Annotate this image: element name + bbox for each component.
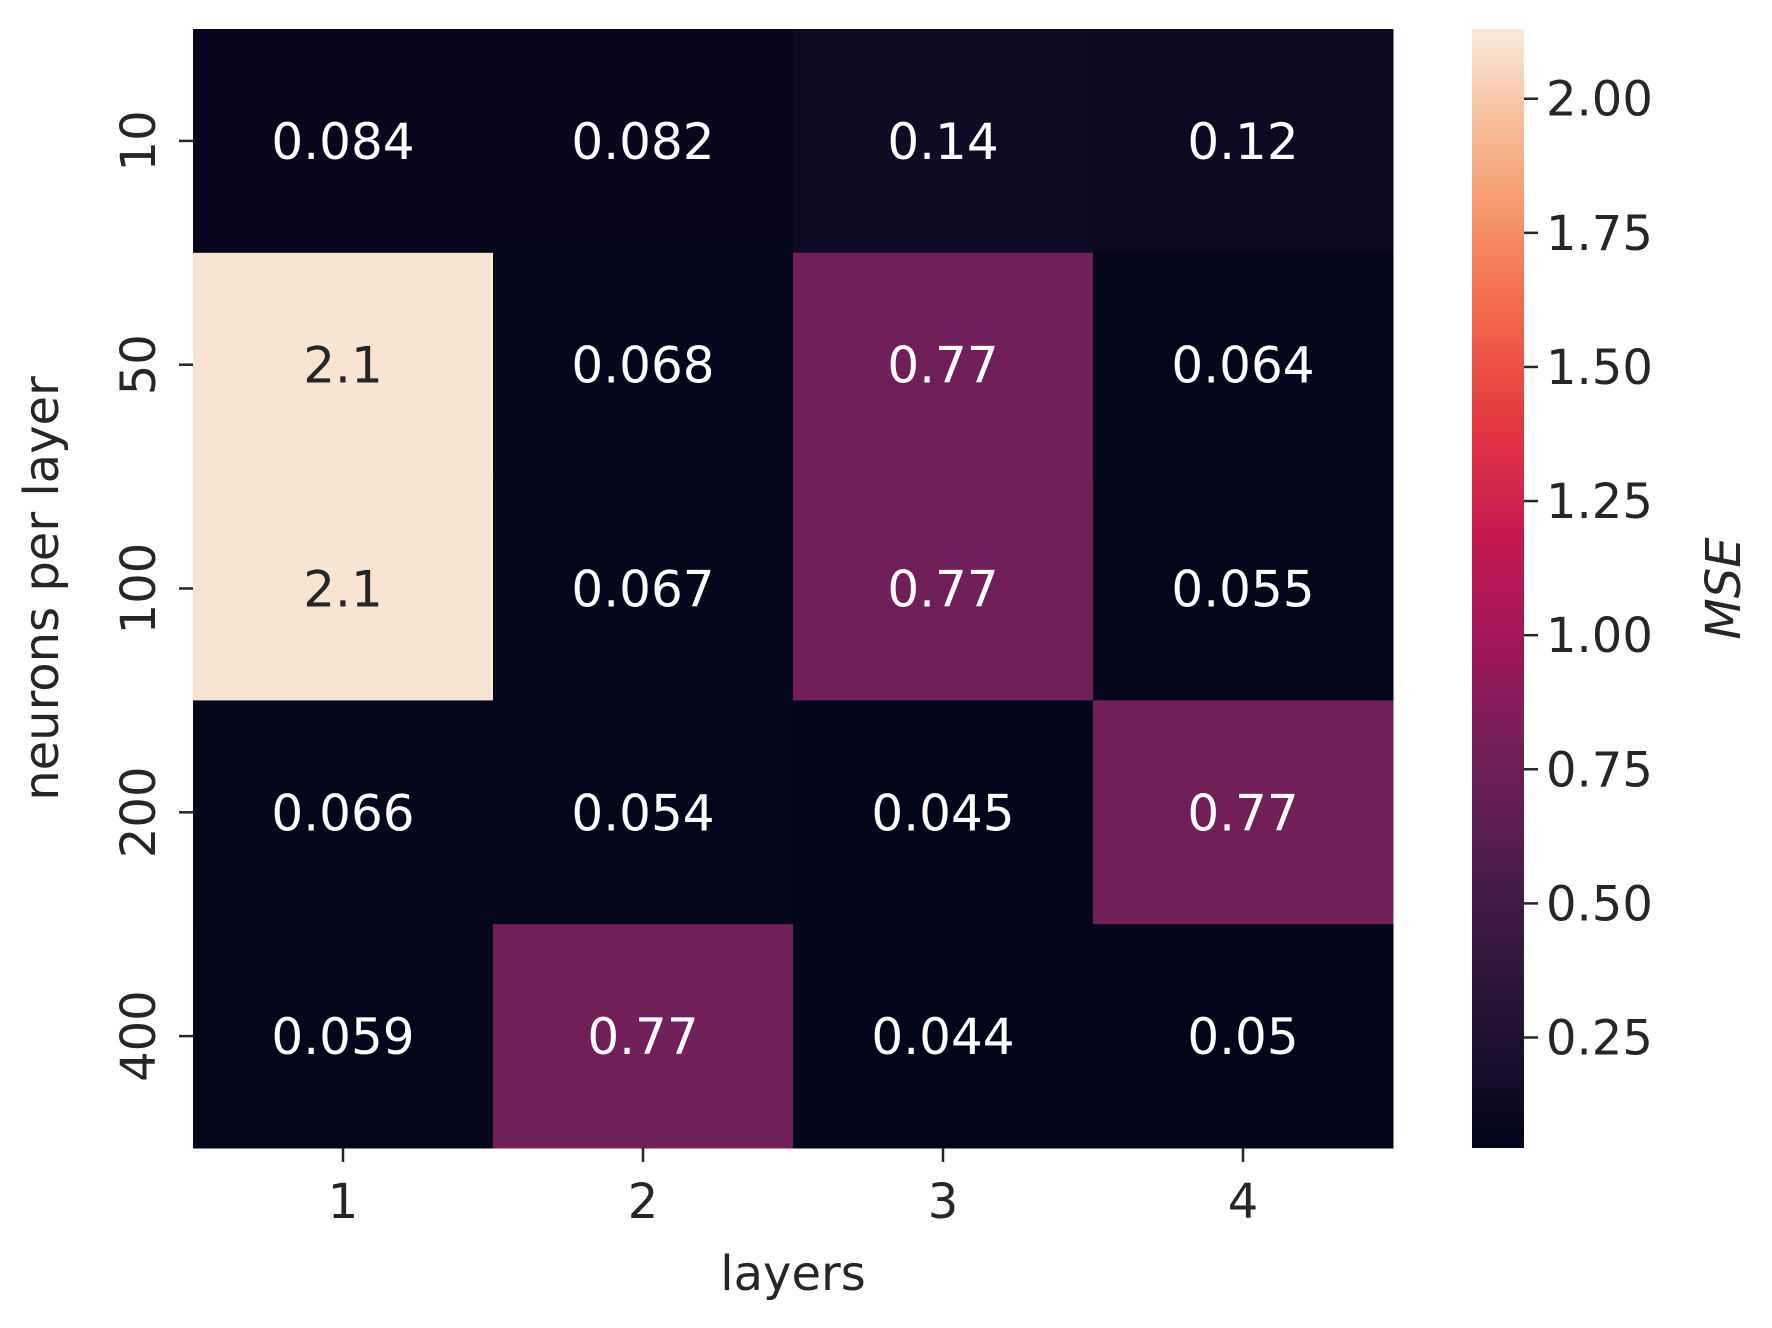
heatmap-cell (1093, 476, 1394, 701)
x-tick-label: 4 (1228, 1174, 1259, 1230)
x-axis-title: layers (720, 1246, 865, 1302)
x-axis: 1 2 3 4 (328, 1148, 1259, 1230)
cell-value-label: 0.084 (271, 113, 414, 171)
cell-value-label: 0.12 (1187, 113, 1298, 171)
heatmap-cell (793, 700, 1094, 925)
heatmap-cell (493, 476, 794, 701)
heatmap-cell (1093, 252, 1394, 478)
cell-value-label: 0.064 (1171, 337, 1314, 395)
colorbar-tick-label: 1.50 (1546, 340, 1653, 396)
heatmap-cell (793, 252, 1094, 478)
y-tick-label: 50 (111, 334, 167, 395)
cell-value-label: 0.066 (271, 784, 414, 842)
colorbar-gradient (1472, 29, 1524, 1148)
cell-value-label: 0.05 (1187, 1008, 1298, 1066)
heatmap-cell (793, 924, 1094, 1149)
y-tick-label: 400 (111, 990, 167, 1082)
heatmap-cell (793, 476, 1094, 701)
cell-value-label: 0.055 (1171, 561, 1314, 619)
cell-value-label: 0.068 (571, 337, 714, 395)
heatmap-cell (193, 924, 494, 1149)
heatmap-cell (793, 29, 1094, 254)
heatmap-cells: 0.084 0.082 0.14 0.12 2.1 0.068 0.77 0.064 2.1 0.… (193, 29, 1394, 1149)
x-tick-label: 1 (328, 1174, 359, 1230)
cell-value-label: 0.082 (571, 113, 714, 171)
cell-value-label: 0.77 (587, 1008, 698, 1066)
cell-value-label: 2.1 (303, 561, 383, 619)
y-tick-label: 10 (111, 110, 167, 171)
colorbar-title: MSE (1696, 537, 1752, 640)
y-tick-label: 200 (111, 766, 167, 858)
colorbar-tick-label: 1.75 (1546, 206, 1653, 262)
colorbar-tick-label: 1.00 (1546, 608, 1653, 664)
colorbar-tick-label: 0.25 (1546, 1010, 1653, 1066)
cell-value-label: 0.77 (887, 337, 998, 395)
cell-value-label: 0.77 (1187, 784, 1298, 842)
colorbar-tick-label: 1.25 (1546, 474, 1653, 530)
cell-value-label: 0.045 (871, 784, 1014, 842)
cell-value-label: 0.059 (271, 1008, 414, 1066)
heatmap-cell (1093, 29, 1394, 254)
y-axis-title: neurons per layer (14, 376, 70, 801)
x-tick-label: 3 (928, 1174, 959, 1230)
heatmap-cell (193, 476, 494, 701)
colorbar-tick-label: 2.00 (1546, 72, 1653, 128)
cell-value-label: 0.067 (571, 561, 714, 619)
y-tick-label: 100 (111, 543, 167, 635)
heatmap-cell (1093, 924, 1394, 1149)
heatmap-cell (493, 29, 794, 254)
cell-value-label: 2.1 (303, 337, 383, 395)
cell-value-label: 0.77 (887, 561, 998, 619)
colorbar: 0.25 0.50 0.75 1.00 1.25 1.50 1.75 2.00 (1472, 29, 1653, 1148)
cell-value-label: 0.14 (887, 113, 998, 171)
colorbar-tick-label: 0.75 (1546, 742, 1653, 798)
heatmap-cell (193, 700, 494, 925)
cell-value-label: 0.054 (571, 784, 714, 842)
cell-value-label: 0.044 (871, 1008, 1014, 1066)
heatmap-cell (193, 252, 494, 478)
y-axis: 10 50 100 200 400 (111, 110, 193, 1082)
colorbar-tick-label: 0.50 (1546, 876, 1653, 932)
heatmap-cell (493, 700, 794, 925)
heatmap-cell (493, 924, 794, 1149)
heatmap-cell (493, 252, 794, 478)
heatmap-cell (193, 29, 494, 254)
heatmap-cell (1093, 700, 1394, 925)
x-tick-label: 2 (628, 1174, 659, 1230)
